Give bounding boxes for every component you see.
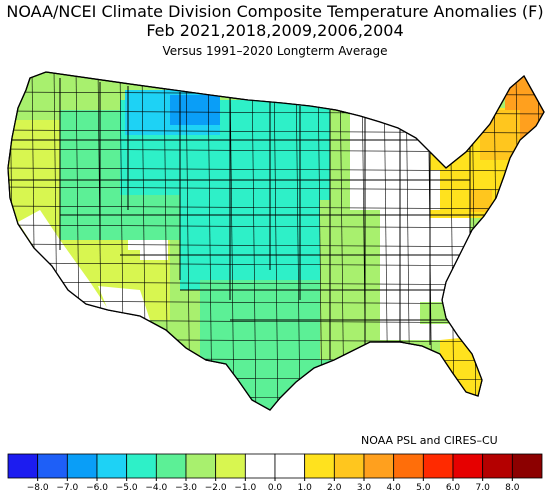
legend-color-box (393, 453, 424, 479)
region-central-plains (180, 180, 330, 290)
title-block: NOAA/NCEI Climate Division Composite Tem… (0, 0, 550, 59)
map-subtitle: Feb 2021,2018,2009,2006,2004 (146, 21, 404, 40)
division-line (8, 205, 544, 210)
legend-tick-label: 1.0 (298, 483, 313, 492)
state-boundaries (8, 78, 500, 360)
region-georgia-green (420, 302, 450, 324)
region-midatlantic-amber (470, 190, 492, 212)
legend-color-box (333, 453, 365, 479)
legend-color-box (7, 453, 39, 479)
legend-tick-label: −6.0 (86, 483, 108, 492)
legend-tick-label: 6.0 (446, 483, 461, 492)
region-ohio-neutral (390, 170, 440, 210)
legend-tick-label: −8.0 (27, 483, 49, 492)
division-line (317, 72, 323, 410)
legend-color-box (185, 453, 217, 479)
legend-color-box (511, 453, 543, 479)
division-line (295, 72, 301, 410)
legend-color-box (363, 453, 395, 479)
legend-tick-label: −3.0 (175, 483, 197, 492)
map-title: NOAA/NCEI Climate Division Composite Tem… (6, 2, 544, 21)
legend-tick-label: 4.0 (387, 483, 402, 492)
credit-text: NOAA PSL and CIRES–CU (361, 434, 498, 447)
legend-color-box (155, 453, 187, 479)
division-line (273, 72, 279, 410)
legend-tick-label: −2.0 (205, 483, 227, 492)
legend-tick-label: 5.0 (416, 483, 431, 492)
us-climate-division-map (7, 71, 545, 411)
legend-tick-label: −5.0 (116, 483, 138, 492)
legend-tick-label: −1.0 (234, 483, 256, 492)
region-florida-yellow (440, 338, 482, 396)
division-line (8, 243, 544, 248)
legend-tick-label: 8.0 (505, 483, 520, 492)
legend-color-box (244, 453, 276, 479)
region-california-neutral (18, 210, 110, 312)
us-border (7, 71, 545, 411)
division-line (8, 167, 544, 172)
division-line (8, 224, 544, 229)
legend-color-box (422, 453, 454, 479)
legend-color-box (452, 453, 484, 479)
legend-tick-label: 2.0 (327, 483, 342, 492)
legend-color-box (482, 453, 513, 479)
legend-color-box (37, 453, 68, 479)
legend-color-box (66, 453, 98, 479)
legend-color-box (274, 453, 306, 479)
legend-color-box (126, 453, 157, 479)
legend-tick-label: 3.0 (357, 483, 372, 492)
legend-tick-label: −7.0 (56, 483, 78, 492)
legend-tick-label: −4.0 (145, 483, 167, 492)
legend-color-box (304, 453, 335, 479)
legend-color-box (96, 453, 128, 479)
division-line (251, 72, 257, 410)
region-montana-core (170, 95, 220, 125)
legend-tick-label: 7.0 (476, 483, 491, 492)
legend-tick-label: 0.0 (268, 483, 283, 492)
division-line (8, 186, 544, 191)
legend-color-box (215, 453, 246, 479)
map-caption: Versus 1991–2020 Longterm Average (162, 44, 388, 58)
